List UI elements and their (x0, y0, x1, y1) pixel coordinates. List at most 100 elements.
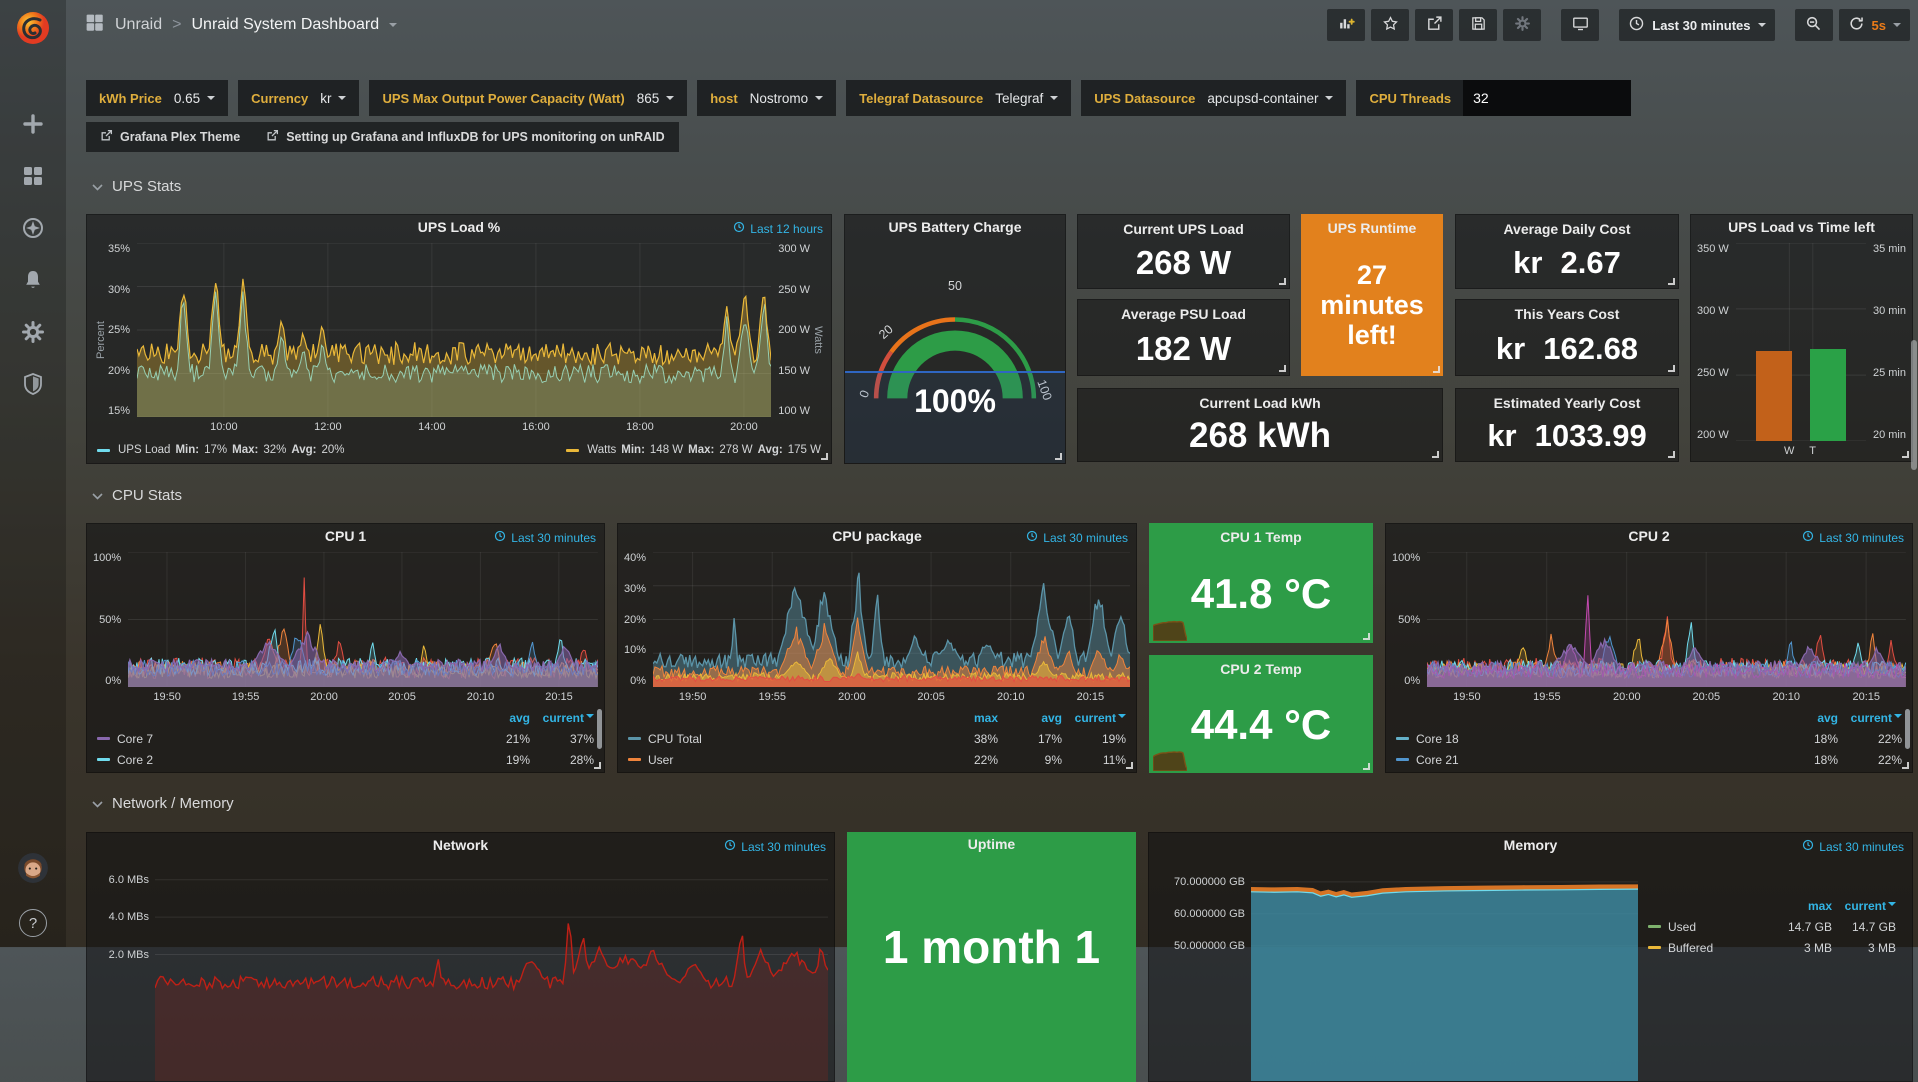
panel-time-label[interactable]: Last 30 minutes (494, 530, 596, 545)
panel-resize-handle[interactable] (1668, 451, 1675, 458)
panel-title[interactable]: This Years Cost (1514, 306, 1620, 322)
legend-series-name[interactable]: Core 18 (1416, 731, 1459, 746)
panel-title[interactable]: CPU 2 Temp (1220, 661, 1302, 677)
panel-resize-handle[interactable] (594, 762, 601, 769)
section-cpu-stats[interactable]: CPU Stats (92, 487, 182, 504)
panel-resize-handle[interactable] (1432, 451, 1439, 458)
legend-series-name[interactable]: CPU Total (648, 731, 702, 746)
zoom-out-button[interactable] (1794, 9, 1833, 41)
panel-resize-handle[interactable] (1668, 278, 1675, 285)
help-icon[interactable]: ? (19, 909, 47, 937)
panel-time-label[interactable]: Last 30 minutes (1802, 839, 1904, 854)
sidebar-item-configuration[interactable] (0, 308, 66, 360)
legend-scrollbar[interactable] (1905, 709, 1910, 749)
variable-telegraf-datasource[interactable]: Telegraf Datasource Telegraf (846, 80, 1072, 116)
panel-resize-handle[interactable] (821, 453, 828, 460)
variable-kwh-price[interactable]: kWh Price 0.65 (86, 80, 229, 116)
bar-watts[interactable] (1755, 351, 1792, 441)
panel-title[interactable]: UPS Runtime (1327, 220, 1417, 236)
breadcrumb-folder[interactable]: Unraid (115, 16, 163, 33)
legend-series-name[interactable]: Core 2 (117, 752, 154, 767)
legend-series-name[interactable]: User (648, 752, 674, 767)
panel-title[interactable]: UPS Load % (417, 219, 501, 235)
sidebar-item-dashboards[interactable] (0, 152, 66, 204)
refresh-button[interactable]: 5s (1838, 9, 1910, 41)
grafana-logo-icon[interactable] (13, 8, 53, 48)
panel-title[interactable]: CPU package (832, 528, 922, 544)
variable-ups-datasource[interactable]: UPS Datasource apcupsd-container (1081, 80, 1347, 116)
link-grafana-plex-theme[interactable]: Grafana Plex Theme (100, 129, 240, 145)
panel-resize-handle[interactable] (1668, 365, 1675, 372)
panel-title[interactable]: Average PSU Load (1121, 306, 1246, 322)
dashboard-settings-button[interactable] (1503, 9, 1542, 41)
legend-series-name[interactable]: UPS Load (118, 444, 171, 456)
cpu2-chart[interactable] (1427, 552, 1906, 687)
panel-title[interactable]: Memory (1503, 837, 1558, 853)
panel-resize-handle[interactable] (1363, 763, 1370, 770)
legend-series-name[interactable]: Core 7 (117, 731, 154, 746)
variable-host[interactable]: host Nostromo (697, 80, 837, 116)
variable-currency[interactable]: Currency kr (238, 80, 360, 116)
section-ups-stats[interactable]: UPS Stats (92, 178, 181, 195)
bar-time-left[interactable] (1809, 348, 1846, 441)
legend-series-name[interactable]: Watts (587, 444, 617, 456)
panel-title[interactable]: CPU 1 Temp (1220, 529, 1302, 545)
legend-sort-current[interactable]: current (1062, 711, 1126, 725)
legend-series-name[interactable]: Buffered (1668, 940, 1714, 955)
cpu-package-chart[interactable] (653, 552, 1130, 687)
share-dashboard-button[interactable] (1415, 9, 1454, 41)
battery-gauge[interactable]: 50 20 0 100 100% (845, 265, 1065, 463)
panel-resize-handle[interactable] (1363, 633, 1370, 640)
panel-title[interactable]: UPS Battery Charge (888, 219, 1022, 235)
page-scrollbar[interactable] (1911, 340, 1917, 470)
network-chart[interactable] (155, 861, 828, 1081)
panel-time-label[interactable]: Last 30 minutes (1026, 530, 1128, 545)
legend-sort-current[interactable]: current (530, 711, 594, 725)
panel-resize-handle[interactable] (1902, 762, 1909, 769)
legend-series-name[interactable]: Used (1668, 919, 1697, 934)
sidebar-item-server-admin[interactable] (0, 360, 66, 412)
panel-title[interactable]: Current Load kWh (1199, 395, 1321, 411)
variable-ups-max-output[interactable]: UPS Max Output Power Capacity (Watt) 865 (369, 80, 688, 116)
sidebar-item-explore[interactable] (0, 204, 66, 256)
legend-sort-avg[interactable]: avg (1041, 710, 1062, 725)
panel-time-label[interactable]: Last 30 minutes (724, 839, 826, 854)
panel-resize-handle[interactable] (1902, 451, 1909, 458)
panel-resize-handle[interactable] (1126, 762, 1133, 769)
panel-resize-handle[interactable] (1433, 366, 1440, 373)
panel-title[interactable]: Estimated Yearly Cost (1493, 395, 1641, 411)
panel-title[interactable]: Average Daily Cost (1503, 221, 1631, 237)
panel-resize-handle[interactable] (1279, 365, 1286, 372)
memory-chart[interactable] (1251, 861, 1638, 1081)
time-range-picker[interactable]: Last 30 minutes (1619, 9, 1775, 41)
panel-title[interactable]: CPU 1 (324, 528, 367, 544)
ups-load-chart[interactable] (137, 243, 772, 417)
panel-time-label[interactable]: Last 12 hours (733, 221, 823, 236)
legend-sort-current[interactable]: current (1832, 899, 1896, 913)
breadcrumb-dashboard-title[interactable]: Unraid System Dashboard (191, 16, 380, 33)
star-dashboard-button[interactable] (1371, 9, 1410, 41)
legend-sort-avg[interactable]: avg (1817, 710, 1838, 725)
legend-sort-current[interactable]: current (1838, 711, 1902, 725)
cpu-threads-input[interactable] (1463, 80, 1632, 116)
panel-title[interactable]: Network (432, 837, 489, 853)
sidebar-item-create[interactable] (0, 100, 66, 152)
panel-resize-handle[interactable] (1055, 453, 1062, 460)
ups-bar-chart[interactable] (1736, 243, 1866, 441)
tv-mode-button[interactable] (1561, 9, 1600, 41)
cpu1-chart[interactable] (128, 552, 598, 687)
panel-title[interactable]: UPS Load vs Time left (1728, 219, 1875, 235)
legend-sort-avg[interactable]: avg (509, 710, 530, 725)
panel-resize-handle[interactable] (1279, 278, 1286, 285)
refresh-interval-label[interactable]: 5s (1871, 17, 1886, 33)
legend-sort-max[interactable]: max (1807, 898, 1832, 913)
sidebar-item-alerting[interactable] (0, 256, 66, 308)
section-network-memory[interactable]: Network / Memory (92, 795, 234, 812)
legend-sort-max[interactable]: max (973, 710, 998, 725)
link-grafana-influxdb-ups-guide[interactable]: Setting up Grafana and InfluxDB for UPS … (266, 129, 665, 145)
legend-scrollbar[interactable] (597, 709, 602, 749)
panel-title[interactable]: Current UPS Load (1123, 221, 1244, 237)
panel-time-label[interactable]: Last 30 minutes (1802, 530, 1904, 545)
legend-series-name[interactable]: Core 21 (1416, 752, 1459, 767)
user-avatar[interactable] (18, 853, 48, 883)
